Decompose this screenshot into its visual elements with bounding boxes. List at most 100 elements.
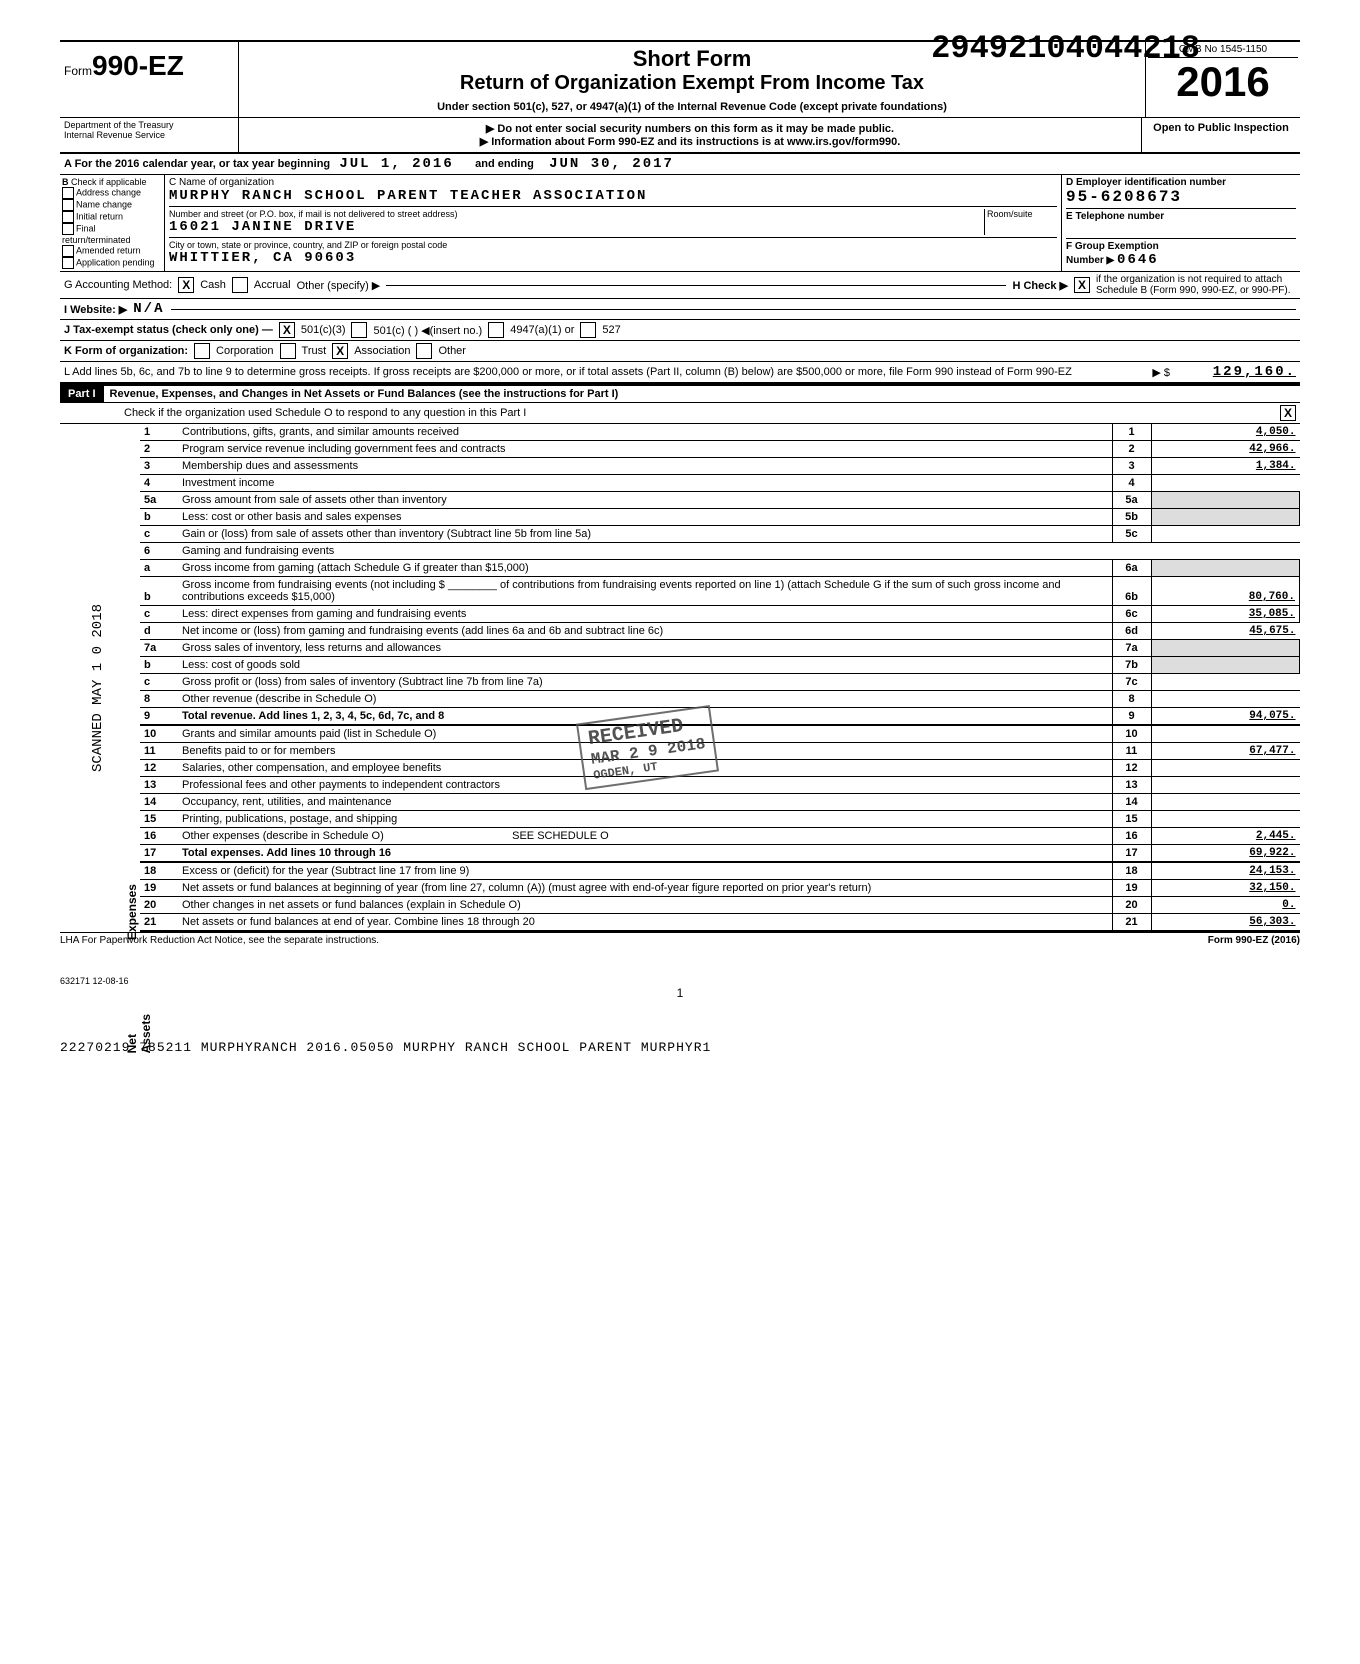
n-13: 13 — [140, 777, 178, 794]
other-specify: Other (specify) ▶ — [297, 279, 381, 292]
ln-5c: 5c — [1112, 526, 1151, 543]
ln-15: 15 — [1112, 811, 1151, 828]
revenue-table: 1Contributions, gifts, grants, and simil… — [140, 424, 1300, 932]
form-box: Form990-EZ — [60, 42, 239, 117]
checkbox-addr-change[interactable] — [62, 187, 74, 199]
instr1: ▶ Do not enter social security numbers o… — [243, 122, 1137, 135]
checkbox-schedule-o[interactable]: X — [1280, 405, 1296, 421]
amt-21: 56,303. — [1151, 914, 1300, 932]
ln-2: 2 — [1112, 441, 1151, 458]
l-amount: 129,160. — [1176, 364, 1296, 380]
checkbox-trust[interactable] — [280, 343, 296, 359]
n-7a: 7a — [140, 640, 178, 657]
l-2: Program service revenue including govern… — [178, 441, 1112, 458]
check-o: Check if the organization used Schedule … — [64, 407, 1274, 419]
l-7a: Gross sales of inventory, less returns a… — [182, 642, 441, 654]
checkbox-527[interactable] — [580, 322, 596, 338]
n-6: 6 — [140, 543, 178, 560]
expenses-side: Expenses — [125, 884, 139, 940]
n-18: 18 — [140, 862, 178, 880]
checkbox-501c3[interactable]: X — [279, 322, 295, 338]
n-4: 4 — [140, 475, 178, 492]
ein: 95-6208673 — [1066, 188, 1296, 206]
footer-code: 632171 12-08-16 — [60, 976, 1300, 986]
room-suite: Room/suite — [984, 209, 1057, 235]
l-6: Gaming and fundraising events — [178, 543, 1300, 560]
tax-year-end: JUN 30, 2017 — [549, 156, 674, 172]
street-address: 16021 JANINE DRIVE — [169, 219, 984, 235]
check-if: Check if applicable — [71, 177, 147, 187]
l-20: Other changes in net assets or fund bala… — [178, 897, 1112, 914]
k-opt-3: Other — [438, 345, 466, 357]
l-6d: Net income or (loss) from gaming and fun… — [178, 623, 1112, 640]
doc-number: 29492104044218 — [931, 30, 1200, 67]
l-4: Investment income — [178, 475, 1112, 492]
row-a-label: A For the 2016 calendar year, or tax yea… — [64, 158, 330, 170]
j-label: J Tax-exempt status (check only one) — — [64, 324, 273, 336]
checkbox-name-change[interactable] — [62, 199, 74, 211]
mv-7b — [1151, 657, 1300, 674]
amt-17: 69,922. — [1151, 845, 1300, 863]
l-6b: Gross income from fundraising events (no… — [182, 579, 1061, 603]
ln-13: 13 — [1112, 777, 1151, 794]
ln-1: 1 — [1112, 424, 1151, 441]
opt-2: Initial return — [76, 211, 123, 221]
opt-1: Name change — [76, 199, 132, 209]
l-1: Contributions, gifts, grants, and simila… — [178, 424, 1112, 441]
j-opt-0: 501(c)(3) — [301, 324, 346, 336]
ln-18: 18 — [1112, 862, 1151, 880]
checkbox-h[interactable]: X — [1074, 277, 1090, 293]
n-21: 21 — [140, 914, 178, 932]
page-number: 1 — [60, 986, 1300, 1000]
addr-label: Number and street (or P.O. box, if mail … — [169, 209, 984, 219]
n-7b: b — [140, 657, 178, 674]
checkbox-assoc[interactable]: X — [332, 343, 348, 359]
j-opt-1: 501(c) ( ) ◀(insert no.) — [373, 324, 482, 337]
l-14: Occupancy, rent, utilities, and maintena… — [178, 794, 1112, 811]
ln-19: 19 — [1112, 880, 1151, 897]
n-11: 11 — [140, 743, 178, 760]
checkbox-amended[interactable] — [62, 245, 74, 257]
checkbox-final[interactable] — [62, 223, 74, 235]
mv-6b: 80,760. — [1151, 577, 1300, 606]
mid-7a: 7a — [1112, 640, 1151, 657]
checkbox-501c[interactable] — [351, 322, 367, 338]
netassets-side: Net Assets — [125, 1014, 153, 1053]
open-public: Open to Public Inspection — [1141, 118, 1300, 152]
checkbox-pending[interactable] — [62, 257, 74, 269]
amt-16: 2,445. — [1151, 828, 1300, 845]
k-opt-2: Association — [354, 345, 410, 357]
checkbox-corp[interactable] — [194, 343, 210, 359]
return-title: Return of Organization Exempt From Incom… — [247, 72, 1137, 95]
l-21: Net assets or fund balances at end of ye… — [178, 914, 1112, 932]
n-5a: 5a — [140, 492, 178, 509]
ln-3: 3 — [1112, 458, 1151, 475]
city-label: City or town, state or province, country… — [169, 240, 1057, 250]
org-column: C Name of organization MURPHY RANCH SCHO… — [165, 175, 1062, 271]
dept-box: Department of the Treasury Internal Reve… — [60, 118, 239, 152]
cash: Cash — [200, 279, 226, 291]
bottom-line: 22270219 785211 MURPHYRANCH 2016.05050 M… — [60, 1040, 1300, 1055]
checkbox-other[interactable] — [416, 343, 432, 359]
header-row2: Department of the Treasury Internal Reve… — [60, 118, 1300, 154]
row-g-h: G Accounting Method: XCash Accrual Other… — [60, 272, 1300, 299]
k-opt-1: Trust — [302, 345, 327, 357]
checkbox-accrual[interactable] — [232, 277, 248, 293]
right-column: D Employer identification number 95-6208… — [1062, 175, 1300, 271]
tax-year-begin: JUL 1, 2016 — [339, 156, 453, 172]
opt-4: Amended return — [76, 245, 141, 255]
checkbox-cash[interactable]: X — [178, 277, 194, 293]
checkbox-4947[interactable] — [488, 322, 504, 338]
e-label: E Telephone number — [1066, 208, 1296, 222]
checkbox-initial[interactable] — [62, 211, 74, 223]
form-footer: Form 990-EZ (2016) — [1208, 935, 1300, 946]
l-19: Net assets or fund balances at beginning… — [178, 880, 1112, 897]
opt-5: Application pending — [76, 257, 155, 267]
l-3: Membership dues and assessments — [178, 458, 1112, 475]
n-1: 1 — [140, 424, 178, 441]
ln-7c: 7c — [1112, 674, 1151, 691]
mv-7a — [1151, 640, 1300, 657]
ln-8: 8 — [1112, 691, 1151, 708]
row-l: L Add lines 5b, 6c, and 7b to line 9 to … — [60, 362, 1300, 384]
lha-notice: LHA For Paperwork Reduction Act Notice, … — [60, 935, 379, 946]
